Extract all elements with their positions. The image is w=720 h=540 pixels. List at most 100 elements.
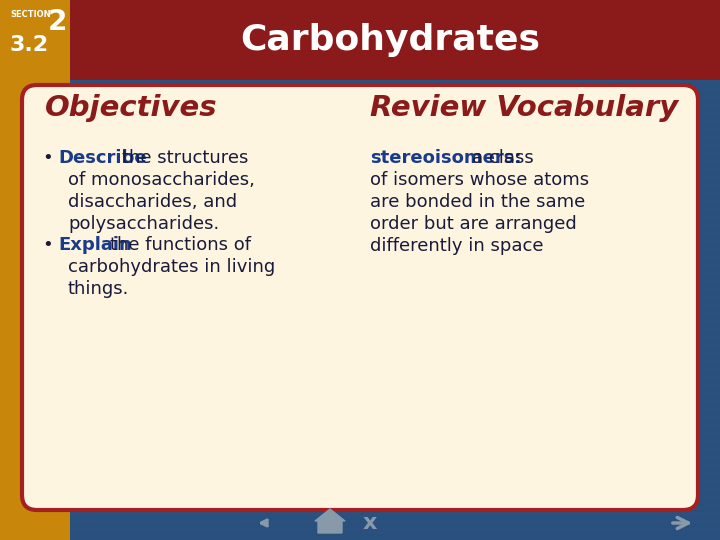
Bar bbox=[0, 238, 720, 240]
Bar bbox=[0, 522, 720, 524]
Bar bbox=[0, 54, 720, 56]
Bar bbox=[0, 186, 720, 188]
Bar bbox=[0, 466, 720, 468]
Bar bbox=[0, 166, 720, 168]
Text: Describe: Describe bbox=[58, 149, 147, 167]
Bar bbox=[0, 294, 720, 296]
Bar bbox=[0, 234, 720, 236]
Bar bbox=[0, 246, 720, 248]
Bar bbox=[0, 478, 720, 480]
Bar bbox=[0, 66, 720, 68]
Bar bbox=[0, 22, 720, 24]
Bar bbox=[0, 222, 720, 224]
Bar bbox=[0, 406, 720, 408]
Bar bbox=[0, 74, 720, 76]
Bar bbox=[0, 442, 720, 444]
Bar bbox=[0, 266, 720, 268]
Text: the structures: the structures bbox=[122, 149, 248, 167]
Text: stereoisomers:: stereoisomers: bbox=[370, 149, 521, 167]
Bar bbox=[0, 430, 720, 432]
Bar bbox=[0, 82, 720, 84]
Bar bbox=[0, 490, 720, 492]
Bar bbox=[0, 330, 720, 332]
Bar bbox=[0, 302, 720, 304]
Text: Explain: Explain bbox=[58, 236, 132, 254]
Bar bbox=[0, 514, 720, 516]
Bar bbox=[0, 86, 720, 88]
Bar bbox=[0, 418, 720, 420]
Text: differently in space: differently in space bbox=[370, 237, 544, 255]
Text: SECTION: SECTION bbox=[10, 10, 50, 19]
Bar bbox=[0, 138, 720, 140]
Bar bbox=[0, 434, 720, 436]
Bar bbox=[0, 170, 720, 172]
Bar bbox=[0, 226, 720, 228]
Bar bbox=[0, 274, 720, 276]
Bar bbox=[0, 10, 720, 12]
Text: things.: things. bbox=[68, 280, 130, 298]
Bar bbox=[0, 182, 720, 184]
Text: carbohydrates in living: carbohydrates in living bbox=[68, 258, 275, 276]
Bar bbox=[0, 162, 720, 164]
Bar bbox=[0, 30, 720, 32]
Bar bbox=[0, 458, 720, 460]
Bar bbox=[0, 218, 720, 220]
Bar bbox=[0, 470, 720, 472]
Bar bbox=[0, 386, 720, 388]
Bar bbox=[0, 298, 720, 300]
Bar bbox=[0, 394, 720, 396]
Bar bbox=[0, 482, 720, 484]
Bar bbox=[0, 230, 720, 232]
Bar bbox=[0, 370, 720, 372]
Bar bbox=[0, 254, 720, 256]
Bar bbox=[0, 130, 720, 132]
Bar bbox=[0, 414, 720, 416]
Text: 3.2: 3.2 bbox=[10, 35, 49, 55]
Bar bbox=[0, 518, 720, 520]
Bar bbox=[0, 322, 720, 324]
Bar bbox=[0, 382, 720, 384]
Bar bbox=[0, 178, 720, 180]
Bar bbox=[0, 58, 720, 60]
Bar bbox=[0, 334, 720, 336]
Bar bbox=[0, 114, 720, 116]
Text: of monosaccharides,: of monosaccharides, bbox=[68, 171, 255, 189]
Bar bbox=[0, 326, 720, 328]
Bar bbox=[0, 18, 720, 20]
Bar bbox=[0, 150, 720, 152]
Bar bbox=[0, 106, 720, 108]
Bar bbox=[0, 498, 720, 500]
Bar bbox=[0, 46, 720, 48]
Bar bbox=[0, 158, 720, 160]
Bar bbox=[0, 410, 720, 412]
Bar bbox=[0, 530, 720, 532]
Bar bbox=[0, 6, 720, 8]
Bar bbox=[0, 90, 720, 92]
Bar bbox=[0, 38, 720, 40]
Bar bbox=[0, 346, 720, 348]
Text: 2: 2 bbox=[48, 8, 68, 36]
Text: Carbohydrates: Carbohydrates bbox=[240, 23, 540, 57]
Bar bbox=[0, 0, 70, 80]
Bar bbox=[0, 486, 720, 488]
Bar bbox=[0, 50, 720, 52]
Bar bbox=[0, 474, 720, 476]
Bar bbox=[0, 126, 720, 128]
Bar bbox=[0, 494, 720, 496]
Text: a class: a class bbox=[472, 149, 534, 167]
Bar bbox=[0, 62, 720, 64]
Bar bbox=[0, 402, 720, 404]
FancyBboxPatch shape bbox=[22, 85, 698, 510]
Bar bbox=[0, 80, 70, 540]
Bar bbox=[0, 318, 720, 320]
Bar bbox=[0, 142, 720, 144]
Polygon shape bbox=[315, 509, 345, 533]
Bar bbox=[0, 362, 720, 364]
Text: are bonded in the same: are bonded in the same bbox=[370, 193, 585, 211]
Bar bbox=[0, 538, 720, 540]
Bar bbox=[0, 438, 720, 440]
Bar bbox=[0, 2, 720, 4]
Bar bbox=[0, 526, 720, 528]
Bar bbox=[0, 506, 720, 508]
Bar bbox=[0, 358, 720, 360]
